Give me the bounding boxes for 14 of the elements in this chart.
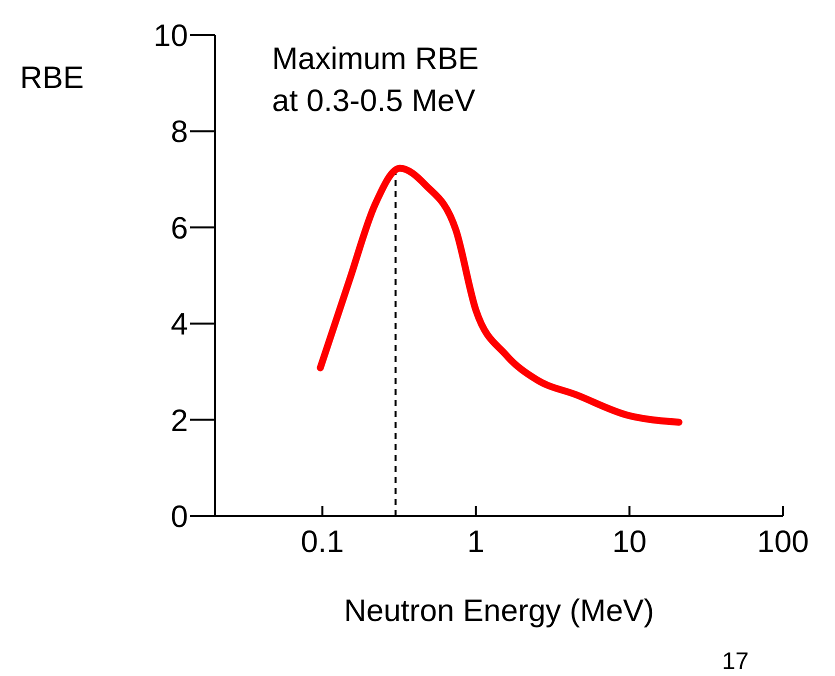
x-tick-label: 1 xyxy=(467,524,485,560)
x-tick-label: 100 xyxy=(757,524,809,560)
x-tick-label: 10 xyxy=(612,524,647,560)
y-tick-label: 8 xyxy=(170,114,188,150)
x-axis-title: Neutron Energy (MeV) xyxy=(344,593,654,628)
annotation: Maximum RBE at 0.3-0.5 MeV xyxy=(272,40,479,120)
y-axis-title: RBE xyxy=(20,60,84,96)
y-tick-label: 4 xyxy=(170,306,188,342)
y-tick-label: 2 xyxy=(170,402,188,438)
y-tick-label: 10 xyxy=(154,18,188,54)
x-tick-label: 0.1 xyxy=(300,524,344,560)
y-tick-label: 6 xyxy=(170,210,188,246)
y-tick-label: 0 xyxy=(170,499,188,534)
text: 17 xyxy=(722,648,749,676)
